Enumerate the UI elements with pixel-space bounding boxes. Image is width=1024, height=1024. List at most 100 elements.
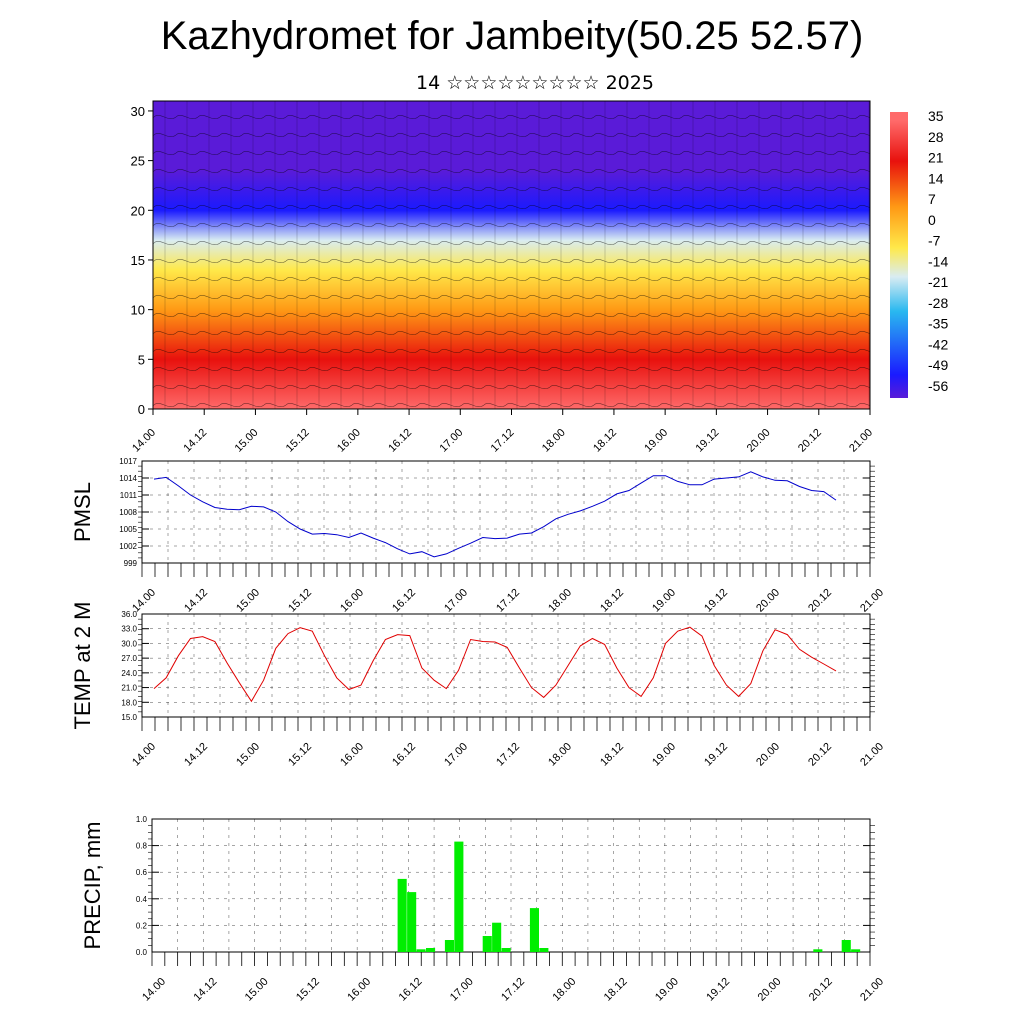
x-tick-label: 18.00: [546, 587, 574, 615]
x-tick-label: 16.00: [345, 976, 373, 1004]
x-tick-label: 14.00: [140, 976, 168, 1004]
y-tick-label: 0.8: [136, 842, 148, 851]
y-tick-label: 1.0: [136, 815, 148, 824]
x-tick-label: 19.00: [650, 741, 678, 769]
precip-bar: [482, 936, 492, 952]
x-tick-label: 17.12: [494, 741, 522, 769]
x-tick-label: 17.00: [437, 427, 465, 455]
y-tick-label: 0.4: [136, 895, 148, 904]
x-tick-label: 15.00: [243, 976, 271, 1004]
x-tick-label: 20.12: [807, 976, 835, 1004]
temp2m-series-line: [153, 626, 837, 703]
y-tick-label: 10: [131, 303, 145, 318]
x-tick-label: 18.12: [598, 587, 626, 615]
x-tick-label: 15.12: [286, 741, 314, 769]
x-tick-label: 16.00: [335, 427, 363, 455]
x-tick-label: 14.12: [182, 741, 210, 769]
x-tick-label: 21.00: [858, 587, 886, 615]
x-tick-label: 20.00: [754, 741, 782, 769]
x-tick-label: 21.00: [847, 427, 875, 455]
wind-streamlines: [153, 101, 870, 409]
y-tick-label: 33.0: [121, 625, 137, 634]
x-tick-label: 18.12: [602, 976, 630, 1004]
x-tick-label: 15.00: [233, 427, 261, 455]
y-tick-label: 30.0: [121, 639, 137, 648]
y-tick-label: 0.6: [136, 868, 148, 877]
x-tick-label: 20.00: [754, 587, 782, 615]
y-tick-label: 0.0: [136, 948, 148, 957]
y-tick-label: 1005: [119, 525, 137, 534]
precip-bar: [492, 922, 502, 952]
x-tick-label: 18.00: [540, 427, 568, 455]
y-tick-label: 1011: [120, 491, 138, 500]
x-tick-label: 14.12: [181, 427, 209, 455]
colorbar-label: -7: [928, 233, 941, 249]
page-title: Kazhydromet for Jambeity(50.25 52.57): [160, 14, 864, 58]
x-tick-label: 17.00: [448, 976, 476, 1004]
colorbar-ramp: [890, 112, 908, 398]
x-tick-label: 16.12: [386, 427, 414, 455]
y-tick-label: 20: [131, 203, 145, 218]
x-tick-label: 16.12: [390, 741, 418, 769]
colorbar-label: -28: [928, 295, 948, 311]
precip-bar: [813, 949, 823, 952]
x-tick-label: 17.12: [489, 427, 517, 455]
y-tick-label: 18.0: [121, 698, 137, 707]
y-tick-label: 27.0: [121, 654, 137, 663]
colorbar-label: -14: [928, 253, 948, 269]
precip-bar: [454, 841, 464, 952]
precip-panel: 0.0 0.2 0.4 0.6 0.8 1.0 14.00 14.12 15.00 15.12 16…: [80, 815, 886, 1004]
colorbar-label: 28: [928, 129, 944, 145]
x-tick-label: 19.00: [653, 976, 681, 1004]
precip-bar: [529, 908, 539, 952]
precip-bar: [501, 948, 511, 952]
colorbar-label: -21: [928, 274, 948, 290]
pmsl-series-line: [153, 471, 837, 558]
y-tick-label: 999: [124, 559, 138, 568]
x-tick-label: 19.12: [694, 427, 722, 455]
precip-bar: [397, 878, 407, 952]
x-tick-label: 18.00: [546, 741, 574, 769]
temp2m-ylabel: TEMP at 2 M: [70, 602, 95, 730]
precip-bar: [416, 949, 426, 952]
colorbar-label: -42: [928, 336, 948, 352]
x-tick-label: 16.12: [397, 976, 425, 1004]
precip-bar: [407, 892, 417, 952]
y-tick-label: 36.0: [121, 610, 137, 619]
x-tick-label: 17.12: [499, 976, 527, 1004]
x-tick-label: 14.00: [130, 427, 158, 455]
x-tick-label: 14.00: [130, 741, 158, 769]
x-tick-label: 20.12: [796, 427, 824, 455]
x-tick-label: 20.00: [756, 976, 784, 1004]
x-tick-label: 15.12: [294, 976, 322, 1004]
x-tick-label: 19.12: [702, 587, 730, 615]
x-tick-label: 21.00: [858, 976, 886, 1004]
colorbar-label: 0: [928, 212, 936, 228]
colorbar-label: 14: [928, 170, 944, 186]
precip-bar: [841, 940, 851, 952]
y-tick-label: 5: [138, 352, 145, 367]
precip-bar: [426, 948, 436, 952]
x-tick-label: 19.00: [650, 587, 678, 615]
colorbar-label: 21: [928, 150, 944, 166]
x-tick-label: 17.00: [442, 741, 470, 769]
x-tick-label: 19.12: [702, 741, 730, 769]
colorbar-label: 7: [928, 191, 936, 207]
y-tick-label: 24.0: [121, 669, 137, 678]
x-tick-label: 20.00: [745, 427, 773, 455]
x-tick-label: 15.00: [234, 587, 262, 615]
x-tick-label: 17.00: [442, 587, 470, 615]
x-tick-label: 20.12: [806, 587, 834, 615]
page-subtitle: 14 ☆☆☆☆☆☆☆☆☆ 2025: [416, 72, 654, 94]
temperature-cross-section: 0 5 10 15 20 25 30 14.00 14.12 15.00 15.12 16.00 16.…: [130, 100, 875, 455]
precip-bar: [851, 949, 861, 952]
x-tick-label: 20.12: [806, 741, 834, 769]
colorbar-label: -35: [928, 316, 948, 332]
y-tick-label: 1017: [119, 457, 137, 466]
precip-bar: [539, 948, 549, 952]
x-tick-label: 15.12: [286, 587, 314, 615]
x-tick-label: 18.12: [598, 741, 626, 769]
x-tick-label: 14.12: [182, 587, 210, 615]
